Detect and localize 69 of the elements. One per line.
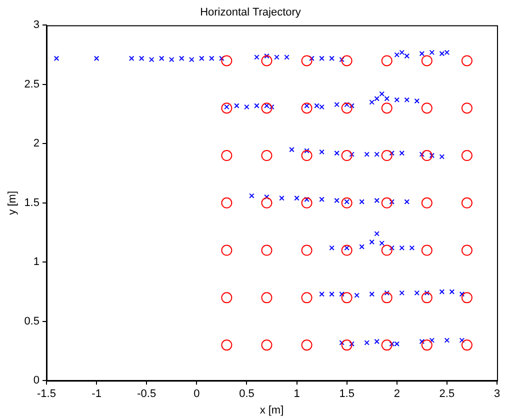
point xyxy=(461,244,472,256)
point xyxy=(381,197,392,208)
point xyxy=(461,292,472,304)
point xyxy=(341,55,352,66)
y-axis-title: y [m] xyxy=(6,190,19,215)
point xyxy=(221,340,232,351)
y-tick-label: 2 xyxy=(33,138,40,150)
point xyxy=(421,244,432,256)
point xyxy=(421,150,432,162)
point xyxy=(261,55,272,66)
point xyxy=(261,340,272,351)
point xyxy=(461,150,472,162)
point xyxy=(301,292,312,304)
point xyxy=(381,340,392,351)
point xyxy=(221,102,232,114)
point xyxy=(421,55,432,66)
point xyxy=(341,292,352,304)
point xyxy=(461,340,472,351)
point xyxy=(381,55,392,66)
point xyxy=(301,150,312,162)
y-tick-label: 0.5 xyxy=(24,315,40,328)
y-tick-label: 3 xyxy=(33,19,40,32)
point xyxy=(461,55,472,66)
point xyxy=(381,244,392,256)
point xyxy=(221,150,232,162)
point xyxy=(221,55,232,66)
point xyxy=(461,197,472,208)
x-tick-label: -0.5 xyxy=(137,388,156,400)
point xyxy=(261,150,272,162)
x-tick-label: 0.5 xyxy=(239,388,254,400)
point xyxy=(221,292,232,304)
point xyxy=(381,102,392,114)
x-tick-label: 1.5 xyxy=(339,388,354,400)
point xyxy=(301,197,312,208)
point xyxy=(301,244,312,256)
point xyxy=(421,340,432,351)
point xyxy=(301,340,312,351)
point xyxy=(421,292,432,304)
point xyxy=(341,244,352,256)
point xyxy=(301,55,312,66)
point xyxy=(421,197,432,208)
x-tick-label: 0 xyxy=(194,388,200,400)
point xyxy=(221,244,232,256)
point xyxy=(421,102,432,114)
point xyxy=(341,150,352,162)
x-tick-label: 2 xyxy=(394,388,400,400)
y-tick-label: 1.5 xyxy=(24,196,40,209)
y-tick-label: 0 xyxy=(33,374,40,387)
point xyxy=(381,150,392,162)
point xyxy=(261,244,272,256)
point xyxy=(301,102,312,114)
chart-title: Horizontal Trajectory xyxy=(200,6,302,19)
point xyxy=(341,102,352,114)
point xyxy=(261,197,272,208)
point xyxy=(221,197,232,208)
point xyxy=(341,340,352,351)
point xyxy=(261,102,272,114)
point xyxy=(461,102,472,114)
point xyxy=(341,197,352,208)
point xyxy=(381,292,392,304)
x-tick-label: -1 xyxy=(92,388,102,400)
x-tick-label: 3 xyxy=(494,388,500,400)
point xyxy=(261,292,272,304)
y-tick-label: 1 xyxy=(33,256,40,268)
x-axis-title: x [m] xyxy=(260,404,284,416)
y-tick-label: 2.5 xyxy=(24,78,40,90)
x-tick-label: -1.5 xyxy=(37,388,56,400)
x-tick-label: 1 xyxy=(294,388,300,400)
x-tick-label: 2.5 xyxy=(439,388,455,400)
